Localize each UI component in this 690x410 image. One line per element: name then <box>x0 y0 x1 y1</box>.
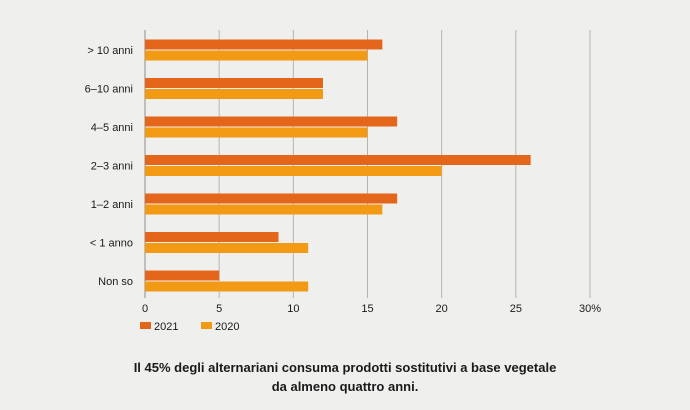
bar-2020-4 <box>145 204 383 215</box>
x-tick-label: 10 <box>287 303 299 315</box>
caption-line-2: da almeno quattro anni. <box>271 379 419 394</box>
chart-caption: Il 45% degli alternariani consuma prodot… <box>0 358 690 396</box>
bar-2021-1 <box>145 78 323 88</box>
category-label: Non so <box>98 276 133 288</box>
category-label: < 1 anno <box>90 238 133 250</box>
legend-label-2021: 2021 <box>154 321 178 333</box>
bar-2021-5 <box>145 232 279 242</box>
bar-2021-4 <box>145 193 398 204</box>
bar-2021-3 <box>145 155 531 165</box>
category-label: 6–10 anni <box>85 84 133 96</box>
chart-area: > 10 anni 6–10 anni 4–5 anni 2–3 anni 1–2 an… <box>85 30 601 333</box>
bar-2020-0 <box>145 50 368 61</box>
bar-2020-5 <box>145 243 309 253</box>
bar-chart: > 10 anni 6–10 anni 4–5 anni 2–3 anni 1–2 an… <box>85 30 601 333</box>
bar-2021-6 <box>145 270 220 281</box>
bar-2021-2 <box>145 116 398 127</box>
caption-line-1: Il 45% degli alternariani consuma prodot… <box>133 360 557 375</box>
category-label: 1–2 anni <box>91 199 133 211</box>
category-label: 2–3 anni <box>91 161 133 173</box>
bar-2020-3 <box>145 166 442 176</box>
legend-label-2020: 2020 <box>215 321 239 333</box>
bar-2020-2 <box>145 127 368 138</box>
x-tick-label: 25 <box>510 303 522 315</box>
bar-2021-0 <box>145 39 383 50</box>
x-tick-label: 0 <box>142 303 148 315</box>
x-tick-label: 15 <box>361 303 373 315</box>
x-tick-label: 5 <box>216 303 222 315</box>
legend-swatch-2021 <box>140 322 151 329</box>
category-label: 4–5 anni <box>91 122 133 134</box>
x-tick-label: 30% <box>579 303 601 315</box>
x-tick-label: 20 <box>436 303 448 315</box>
category-label: > 10 anni <box>87 45 133 57</box>
bar-2020-6 <box>145 281 309 292</box>
bar-2020-1 <box>145 89 323 99</box>
legend-swatch-2020 <box>201 322 212 329</box>
